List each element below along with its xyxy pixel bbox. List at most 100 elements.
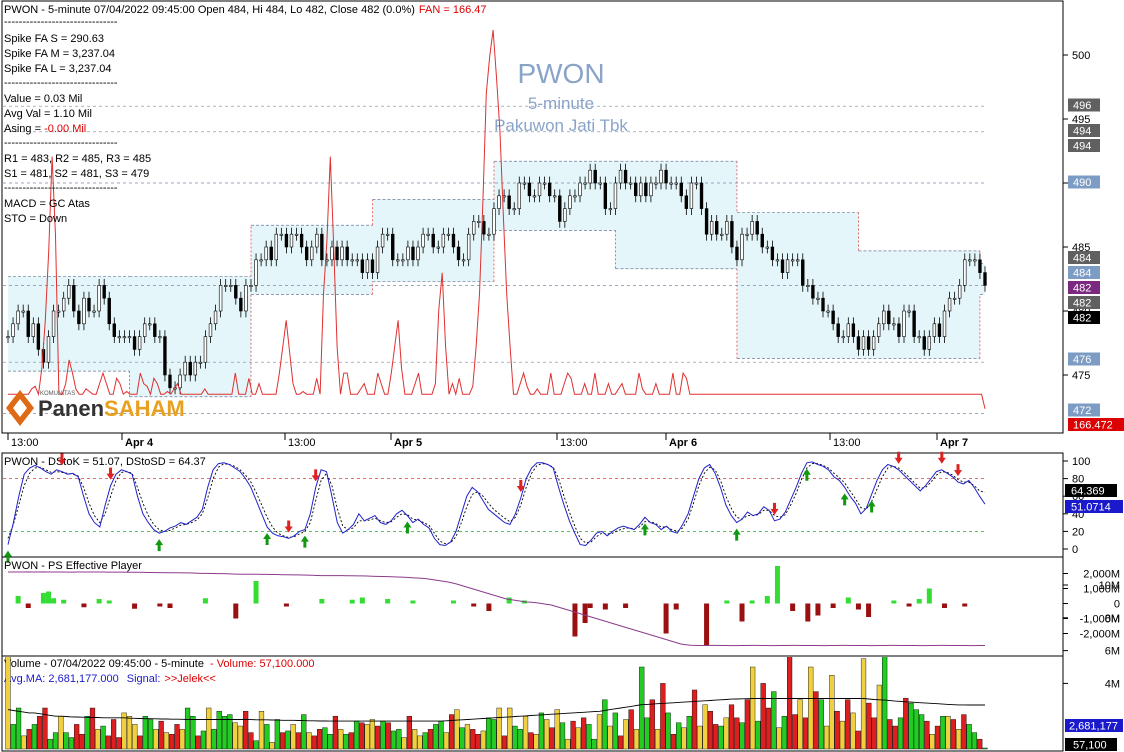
candle-body xyxy=(82,297,86,325)
volume-bar xyxy=(427,729,434,750)
volume-bar xyxy=(443,732,449,750)
volume-bar xyxy=(713,724,719,750)
volume-bar xyxy=(755,720,761,750)
volume-bar xyxy=(253,740,259,750)
volume-bar xyxy=(454,709,460,750)
candle-body xyxy=(188,361,192,376)
pep-positive-bar xyxy=(106,600,112,604)
candle-body xyxy=(446,233,451,236)
info-separator: ------------------------------- xyxy=(4,77,118,89)
candle-body xyxy=(598,182,602,185)
price-badge-bg xyxy=(1068,418,1124,431)
volume-bar xyxy=(765,707,772,750)
volume-bar xyxy=(338,729,344,750)
pep-negative-bar xyxy=(830,603,836,608)
info-value: Value = 0.03 Mil xyxy=(4,93,82,105)
volume-bar xyxy=(274,719,280,750)
buy-arrow-icon xyxy=(840,493,849,506)
volume-bar xyxy=(982,747,988,750)
candle-body xyxy=(547,182,552,197)
candle-body xyxy=(649,182,653,197)
volume-bar xyxy=(121,712,127,750)
vol-signal-value: >>Jelek<< xyxy=(164,673,215,685)
volume-bar xyxy=(26,729,32,750)
pep-negative-bar xyxy=(704,603,710,646)
candle-body xyxy=(406,246,410,261)
pep-cumulative-path xyxy=(8,571,985,647)
volume-bar xyxy=(924,720,930,750)
candle-body xyxy=(882,310,886,325)
volume-bar xyxy=(327,734,333,750)
vol-badge-vol-bg xyxy=(1065,738,1117,751)
candle-body xyxy=(861,336,866,350)
candle-body xyxy=(482,221,486,235)
candle-body xyxy=(36,323,41,350)
candle-body xyxy=(208,323,213,337)
volume-bar xyxy=(734,717,740,750)
candle-body xyxy=(158,336,162,339)
candle-body xyxy=(401,259,405,262)
volume-bar xyxy=(10,724,16,750)
volume-bar xyxy=(517,729,523,750)
time-tick-label: Apr 7 xyxy=(940,437,968,449)
candle-body xyxy=(497,195,501,209)
sell-arrow-icon xyxy=(954,464,963,477)
pep-positive-bar xyxy=(61,599,67,604)
candle-body xyxy=(775,259,780,262)
candle-body xyxy=(568,195,572,209)
candle-body xyxy=(304,246,309,261)
vol-title-b: - Volume: 57,100.000 xyxy=(210,658,315,670)
candle-body xyxy=(137,336,142,350)
volume-bar xyxy=(887,719,893,750)
vol-tick-label: 8M xyxy=(1105,613,1120,625)
sell-arrow-icon xyxy=(894,451,903,464)
pep-negative-bar xyxy=(663,603,669,634)
volume-bar xyxy=(787,657,793,750)
volume-bar xyxy=(491,719,497,750)
candle-body xyxy=(897,323,901,337)
pep-panel-title: PWON - PS Effective Player xyxy=(4,560,142,572)
candle-body xyxy=(902,310,906,337)
effective-player-panel xyxy=(1,556,1064,657)
buy-arrow-icon xyxy=(802,468,811,481)
volume-bars xyxy=(5,657,988,750)
volume-bar xyxy=(507,707,513,750)
price-badge-bg xyxy=(1068,98,1100,112)
candle-body xyxy=(223,285,228,287)
candle-body xyxy=(340,246,344,261)
volume-bar xyxy=(644,717,650,750)
volume-bar xyxy=(380,720,386,750)
price-badge: 472 xyxy=(1073,405,1091,417)
buy-arrow-icon xyxy=(4,550,12,563)
volume-bar xyxy=(343,734,349,750)
candle-body xyxy=(578,182,582,197)
sto-badge-k: 51.0714 xyxy=(1071,502,1111,514)
price-badge-bg xyxy=(1068,296,1100,309)
sell-arrow-icon xyxy=(516,479,525,492)
pep-bars xyxy=(15,566,968,646)
price-badge-bg xyxy=(1068,175,1100,189)
price-tick-label: 500 xyxy=(1072,50,1090,62)
price-badge: 490 xyxy=(1073,177,1091,189)
volume-bar xyxy=(169,734,175,750)
volume-bar xyxy=(792,714,798,750)
volume-bar xyxy=(52,732,59,750)
candle-body xyxy=(112,323,116,337)
volume-bar xyxy=(554,709,560,750)
candle-body xyxy=(912,310,916,337)
candle-body xyxy=(968,259,972,262)
volume-bar xyxy=(522,716,529,750)
info-separator: ------------------------------- xyxy=(4,182,118,194)
time-tick-label: 13:00 xyxy=(560,437,588,449)
candle-body xyxy=(892,323,896,326)
pep-negative-bar xyxy=(673,603,679,610)
volume-bar xyxy=(860,658,867,750)
candle-body xyxy=(856,336,861,350)
candle-body xyxy=(51,310,56,337)
volume-bar xyxy=(269,742,275,750)
volume-bar xyxy=(359,722,365,750)
pep-negative-bar xyxy=(572,603,578,637)
vol-signal-label: Signal: xyxy=(127,673,161,685)
pep-negative-bar xyxy=(132,603,138,609)
candle-body xyxy=(254,259,258,286)
